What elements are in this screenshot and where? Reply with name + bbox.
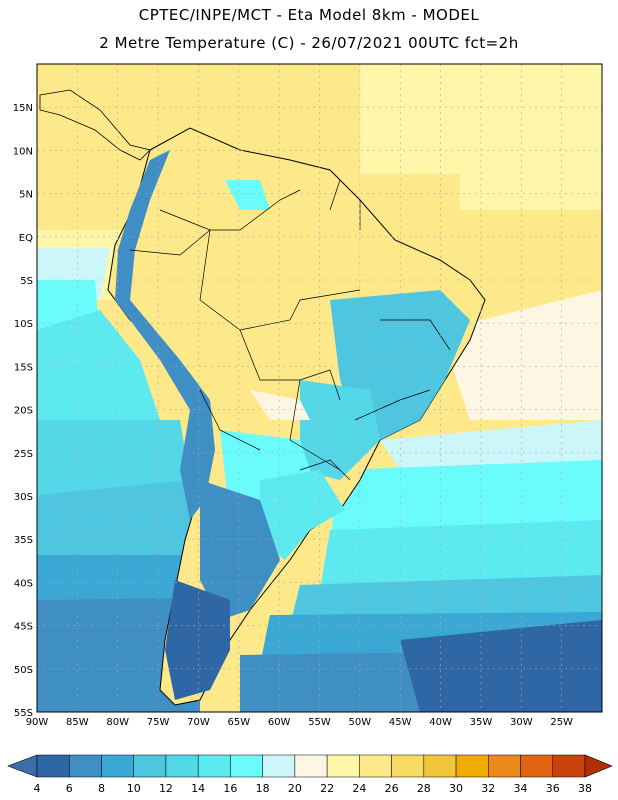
colorbar-tick-label: 16 bbox=[223, 782, 237, 795]
lat-label: 45S bbox=[14, 622, 33, 633]
colorbar-tick-label: 30 bbox=[449, 782, 463, 795]
colorbar-tick-label: 8 bbox=[98, 782, 105, 795]
colorbar-box bbox=[391, 754, 425, 778]
colorbar-box bbox=[36, 754, 70, 778]
colorbar-tick-label: 4 bbox=[34, 782, 41, 795]
colorbar-box bbox=[262, 754, 296, 778]
colorbar-box bbox=[101, 754, 134, 778]
lon-label: 30W bbox=[510, 717, 533, 728]
lon-label: 35W bbox=[470, 717, 493, 728]
colorbar-box bbox=[133, 754, 167, 778]
colorbar-tick-label: 32 bbox=[481, 782, 495, 795]
colorbar-tick-label: 6 bbox=[66, 782, 73, 795]
lat-label: 5S bbox=[20, 276, 33, 287]
lon-label: 85W bbox=[66, 717, 89, 728]
colorbar-tick-label: 34 bbox=[514, 782, 528, 795]
lat-label: 50S bbox=[14, 665, 33, 676]
colorbar-box bbox=[165, 754, 199, 778]
latitude-labels: 15N 10N 5N EQ 5S 10S 15S 20S 25S 30S 35S 40S 45S 50S 5… bbox=[13, 103, 33, 719]
colorbar-tick-label: 14 bbox=[191, 782, 205, 795]
lon-label: 40W bbox=[429, 717, 452, 728]
colorbar-tick-label: 10 bbox=[127, 782, 141, 795]
colorbar-box bbox=[359, 754, 392, 778]
lon-label: 75W bbox=[147, 717, 170, 728]
colorbar-box bbox=[488, 754, 521, 778]
map-frame bbox=[36, 63, 603, 713]
colorbar-tick-label: 18 bbox=[256, 782, 270, 795]
lat-label: 40S bbox=[14, 578, 33, 589]
lat-label: 10S bbox=[14, 319, 33, 330]
lat-label: 10N bbox=[13, 146, 33, 157]
colorbar-box bbox=[520, 754, 554, 778]
title-line-1: CPTEC/INPE/MCT - Eta Model 8km - MODEL bbox=[138, 6, 480, 24]
lat-label: 55S bbox=[14, 708, 33, 719]
colorbar-box bbox=[68, 754, 102, 778]
lon-label: 70W bbox=[187, 717, 210, 728]
lon-label: 25W bbox=[550, 717, 573, 728]
colorbar-min-arrow bbox=[7, 754, 38, 778]
colorbar-box bbox=[455, 754, 489, 778]
title-line-2: 2 Metre Temperature (C) - 26/07/2021 00U… bbox=[99, 34, 519, 52]
colorbar-box bbox=[423, 754, 457, 778]
colorbar-max-arrow bbox=[584, 754, 613, 778]
colorbar: 4 6 8 10 12 14 16 18 20 22 24 26 28 30 32 34 36 38 bbox=[7, 754, 613, 795]
lat-label: 35S bbox=[14, 535, 33, 546]
lon-label: 80W bbox=[106, 717, 129, 728]
lat-label: 15S bbox=[14, 362, 33, 373]
colorbar-box bbox=[197, 754, 231, 778]
lat-label: EQ bbox=[19, 233, 33, 244]
colorbar-tick-label: 20 bbox=[288, 782, 302, 795]
colorbar-tick-label: 24 bbox=[352, 782, 366, 795]
colorbar-tick-label: 36 bbox=[546, 782, 560, 795]
lon-label: 55W bbox=[308, 717, 331, 728]
colorbar-box bbox=[294, 754, 328, 778]
lat-label: 15N bbox=[13, 103, 33, 114]
lon-label: 90W bbox=[26, 717, 49, 728]
colorbar-tick-label: 22 bbox=[320, 782, 334, 795]
colorbar-tick-label: 38 bbox=[578, 782, 592, 795]
colorbar-tick-label: 12 bbox=[159, 782, 173, 795]
longitude-labels: 90W 85W 80W 75W 70W 65W 60W 55W 50W 45W 40W 35W 30W 2… bbox=[26, 717, 573, 728]
lon-label: 65W bbox=[227, 717, 250, 728]
colorbar-box bbox=[230, 754, 263, 778]
lat-label: 25S bbox=[14, 449, 33, 460]
lat-label: 30S bbox=[14, 492, 33, 503]
colorbar-tick-label: 28 bbox=[417, 782, 431, 795]
lon-label: 60W bbox=[268, 717, 291, 728]
colorbar-box bbox=[326, 754, 360, 778]
lon-label: 50W bbox=[349, 717, 372, 728]
colorbar-box bbox=[552, 754, 586, 778]
lat-label: 20S bbox=[14, 406, 33, 417]
colorbar-tick-label: 26 bbox=[385, 782, 399, 795]
lat-label: 5N bbox=[19, 190, 33, 201]
lon-label: 45W bbox=[389, 717, 412, 728]
